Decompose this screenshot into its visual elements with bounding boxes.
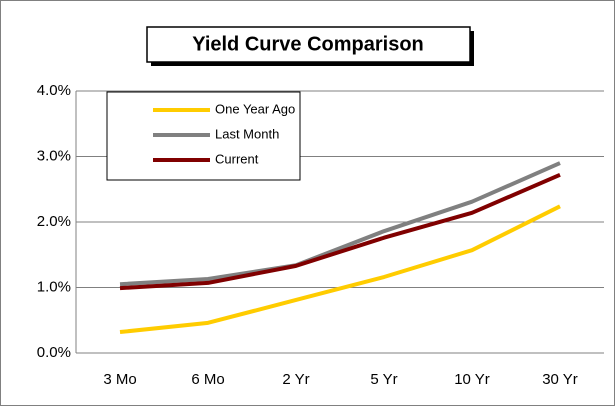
legend-label: Current: [215, 151, 259, 166]
x-tick-label: 2 Yr: [282, 371, 309, 388]
line-series: [119, 204, 561, 335]
x-tick-label: 5 Yr: [370, 371, 397, 388]
y-tick-label: 3.0%: [37, 147, 71, 164]
chart-title: Yield Curve Comparison: [192, 33, 424, 55]
x-tick-label: 10 Yr: [454, 371, 490, 388]
line-series: [119, 173, 561, 291]
legend-label: Last Month: [215, 126, 279, 141]
y-tick-label: 4.0%: [37, 82, 71, 99]
x-tick-label: 30 Yr: [542, 371, 578, 388]
title-box: [146, 26, 471, 63]
line-series: [119, 161, 561, 287]
y-tick-label: 2.0%: [37, 213, 71, 230]
y-tick-label: 0.0%: [37, 344, 71, 361]
x-tick-label: 3 Mo: [103, 371, 136, 388]
x-tick-label: 6 Mo: [191, 371, 224, 388]
legend-label: One Year Ago: [215, 101, 295, 116]
y-tick-label: 1.0%: [37, 278, 71, 295]
